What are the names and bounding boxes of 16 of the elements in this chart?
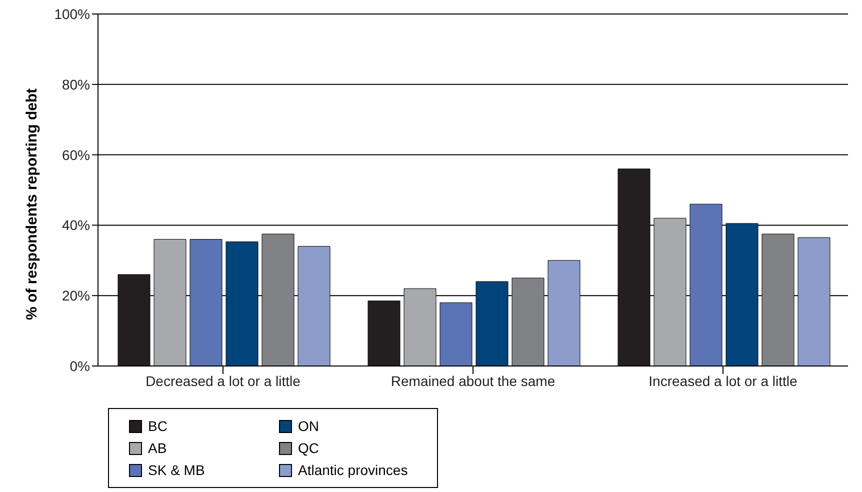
- legend-label: SK & MB: [148, 462, 205, 478]
- y-tick-label: 60%: [62, 146, 90, 163]
- legend-label: QC: [298, 440, 319, 456]
- y-tick-label: 40%: [62, 217, 90, 234]
- y-tick-label: 20%: [62, 288, 90, 304]
- y-tick-label: 80%: [62, 76, 90, 92]
- y-tick-label: 0%: [70, 358, 90, 374]
- y-axis-title: % of respondents reporting debt: [23, 88, 40, 320]
- x-tick-label: Remained about the same: [390, 372, 556, 389]
- legend-label: BC: [148, 418, 168, 434]
- x-tick-label: Decreased a lot or a little: [146, 372, 301, 389]
- x-tick-label: Increased a lot or a little: [648, 372, 798, 389]
- legend-label: Atlantic provinces: [298, 462, 408, 478]
- legend-label: AB: [148, 440, 167, 456]
- y-tick-label: 100%: [54, 6, 90, 22]
- legend-label: ON: [298, 418, 319, 434]
